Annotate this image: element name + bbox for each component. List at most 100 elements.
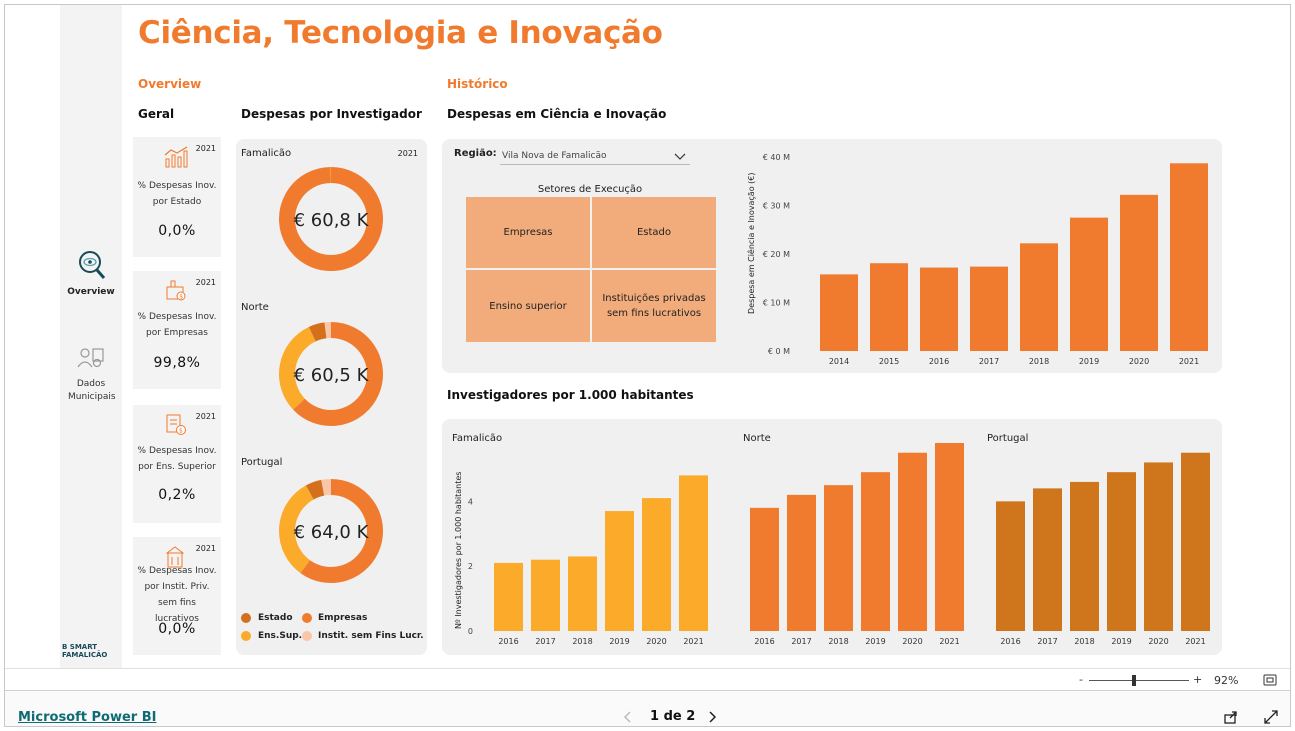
sector-label: Ensino superior [489, 300, 567, 312]
sector-tile[interactable]: Estado [592, 197, 716, 268]
bar[interactable] [1033, 488, 1062, 631]
despesas-investigador-heading: Despesas por Investigador [241, 107, 422, 121]
bar[interactable] [996, 501, 1025, 631]
status-bar: - + 92% [5, 668, 1290, 690]
bsmart-logo: B SMART FAMALICÃO [62, 643, 120, 659]
donut-slice[interactable] [279, 167, 383, 271]
bar[interactable] [787, 494, 816, 631]
share-icon[interactable] [1223, 709, 1239, 725]
legend-swatch-ens-sup [241, 631, 251, 641]
donut-slice[interactable] [279, 326, 317, 410]
donut-slice[interactable] [279, 485, 314, 574]
donut-slice[interactable] [308, 322, 327, 342]
bar[interactable] [1181, 452, 1210, 631]
bar[interactable] [898, 452, 927, 631]
donut-chart[interactable]: € 60,5 K [279, 322, 383, 426]
y-tick-label: € 40 M [763, 153, 790, 162]
chevron-right-icon[interactable] [708, 710, 718, 724]
region-dropdown[interactable]: Vila Nova de Famalicão [500, 143, 690, 165]
bar[interactable] [970, 266, 1008, 351]
bar[interactable] [642, 498, 671, 631]
x-tick-label: 2016 [754, 637, 774, 646]
bar[interactable] [870, 263, 908, 351]
y-tick-label: € 10 M [763, 299, 790, 308]
kpi-value: 0,0% [158, 223, 196, 239]
zoom-slider-thumb[interactable] [1132, 675, 1136, 686]
kpi-card-instituicoes[interactable]: 2021 % Despesas Inov. por Instit. Priv. … [133, 537, 221, 655]
x-tick-label: 2017 [535, 637, 555, 646]
bar[interactable] [861, 472, 890, 631]
sector-tile[interactable]: Instituições privadas sem fins lucrativo… [592, 270, 716, 342]
x-tick-label: 2016 [1000, 637, 1020, 646]
zoom-slider[interactable] [1089, 680, 1189, 681]
bar[interactable] [1120, 194, 1158, 351]
page-indicator: 1 de 2 [650, 709, 696, 724]
fullscreen-icon[interactable] [1263, 709, 1279, 725]
kpi-label: % Despesas Inov. por Empresas [137, 312, 217, 338]
sectors-title: Setores de Execução [537, 184, 643, 195]
bar[interactable] [820, 274, 858, 351]
donut-slice[interactable] [305, 479, 325, 500]
kpi-card-estado[interactable]: 2021 % Despesas Inov. por Estado 0,0% [133, 137, 221, 257]
donut-slice[interactable] [321, 479, 332, 496]
bar[interactable] [1170, 163, 1208, 351]
page-title: Ciência, Tecnologia e Inovação [138, 15, 663, 51]
x-tick-label: 2021 [1185, 637, 1205, 646]
kpi-card-ens-superior[interactable]: $ 2021 % Despesas Inov. por Ens. Superio… [133, 405, 221, 523]
bar[interactable] [750, 507, 779, 631]
kpi-label: % Despesas Inov. por Estado [137, 181, 217, 207]
zoom-level: 92% [1214, 674, 1239, 687]
x-tick-label: 2019 [1079, 357, 1099, 366]
zoom-out-button[interactable]: - [1079, 673, 1083, 686]
investigadores-heading: Investigadores por 1.000 habitantes [447, 388, 694, 402]
kpi-card-empresas[interactable]: $ 2021 % Despesas Inov. por Empresas 99,… [133, 271, 221, 389]
investigadores-bar-chart[interactable]: Nº Investigadores por 1.000 habitantes 0 2… [442, 419, 1222, 655]
legend-label: Ens.Sup. [258, 631, 303, 641]
donut-chart[interactable]: € 64,0 K [279, 479, 383, 583]
despesas-bar-chart[interactable]: Despesa em Ciência e Inovação (€) € 0 M € … [722, 139, 1222, 373]
donut-chart[interactable]: € 60,8 K [279, 167, 383, 271]
bar[interactable] [1070, 217, 1108, 351]
bar[interactable] [824, 485, 853, 631]
donut-slice[interactable] [300, 479, 383, 583]
fit-to-page-icon[interactable] [1263, 674, 1277, 686]
chevron-left-icon[interactable] [622, 710, 632, 724]
kpi-value: 99,8% [153, 355, 201, 371]
x-tick-label: 2017 [979, 357, 999, 366]
bar[interactable] [1020, 243, 1058, 351]
zoom-in-button[interactable]: + [1193, 673, 1203, 686]
bar[interactable] [1070, 481, 1099, 631]
donut-charts[interactable]: € 60,8 K € 60,5 K € 64,0 K [236, 139, 427, 609]
legend-swatch-instit [302, 631, 312, 641]
bar[interactable] [568, 556, 597, 631]
bar[interactable] [920, 267, 958, 351]
bar[interactable] [494, 562, 523, 631]
bar[interactable] [605, 511, 634, 631]
bar[interactable] [1107, 472, 1136, 631]
bar[interactable] [679, 475, 708, 631]
nav-dados-municipais[interactable]: Dados Municipais [60, 345, 122, 404]
report-frame: Overview Dados Municipais B SMART FAMALI… [4, 4, 1291, 727]
x-tick-label: 2020 [1129, 357, 1149, 366]
chevron-down-icon [674, 153, 686, 160]
power-bi-link[interactable]: Microsoft Power BI [18, 710, 157, 725]
nav-overview[interactable]: Overview [60, 249, 122, 299]
donut-slice[interactable] [293, 322, 383, 426]
x-tick-label: 2021 [1179, 357, 1199, 366]
bar[interactable] [531, 559, 560, 631]
svg-text:$: $ [179, 428, 183, 435]
bar[interactable] [1144, 462, 1173, 631]
x-tick-label: 2020 [1148, 637, 1168, 646]
magnifier-eye-icon [79, 251, 106, 279]
sector-tile[interactable]: Empresas [466, 197, 590, 268]
bar[interactable] [935, 443, 964, 631]
region-label: Região: [454, 148, 497, 159]
legend-swatch-empresas [302, 613, 312, 623]
donuts-panel: Famalicão 2021 Norte Portugal € 60,8 K € … [236, 139, 427, 655]
investigadores-panel: Nº Investigadores por 1.000 habitantes 0 2… [442, 419, 1222, 655]
sector-tile[interactable]: Ensino superior [466, 270, 590, 342]
x-tick-label: 2019 [1111, 637, 1131, 646]
y-tick-label: 2 [468, 562, 473, 571]
x-tick-label: 2017 [1037, 637, 1057, 646]
kpi-year: 2021 [195, 278, 216, 287]
